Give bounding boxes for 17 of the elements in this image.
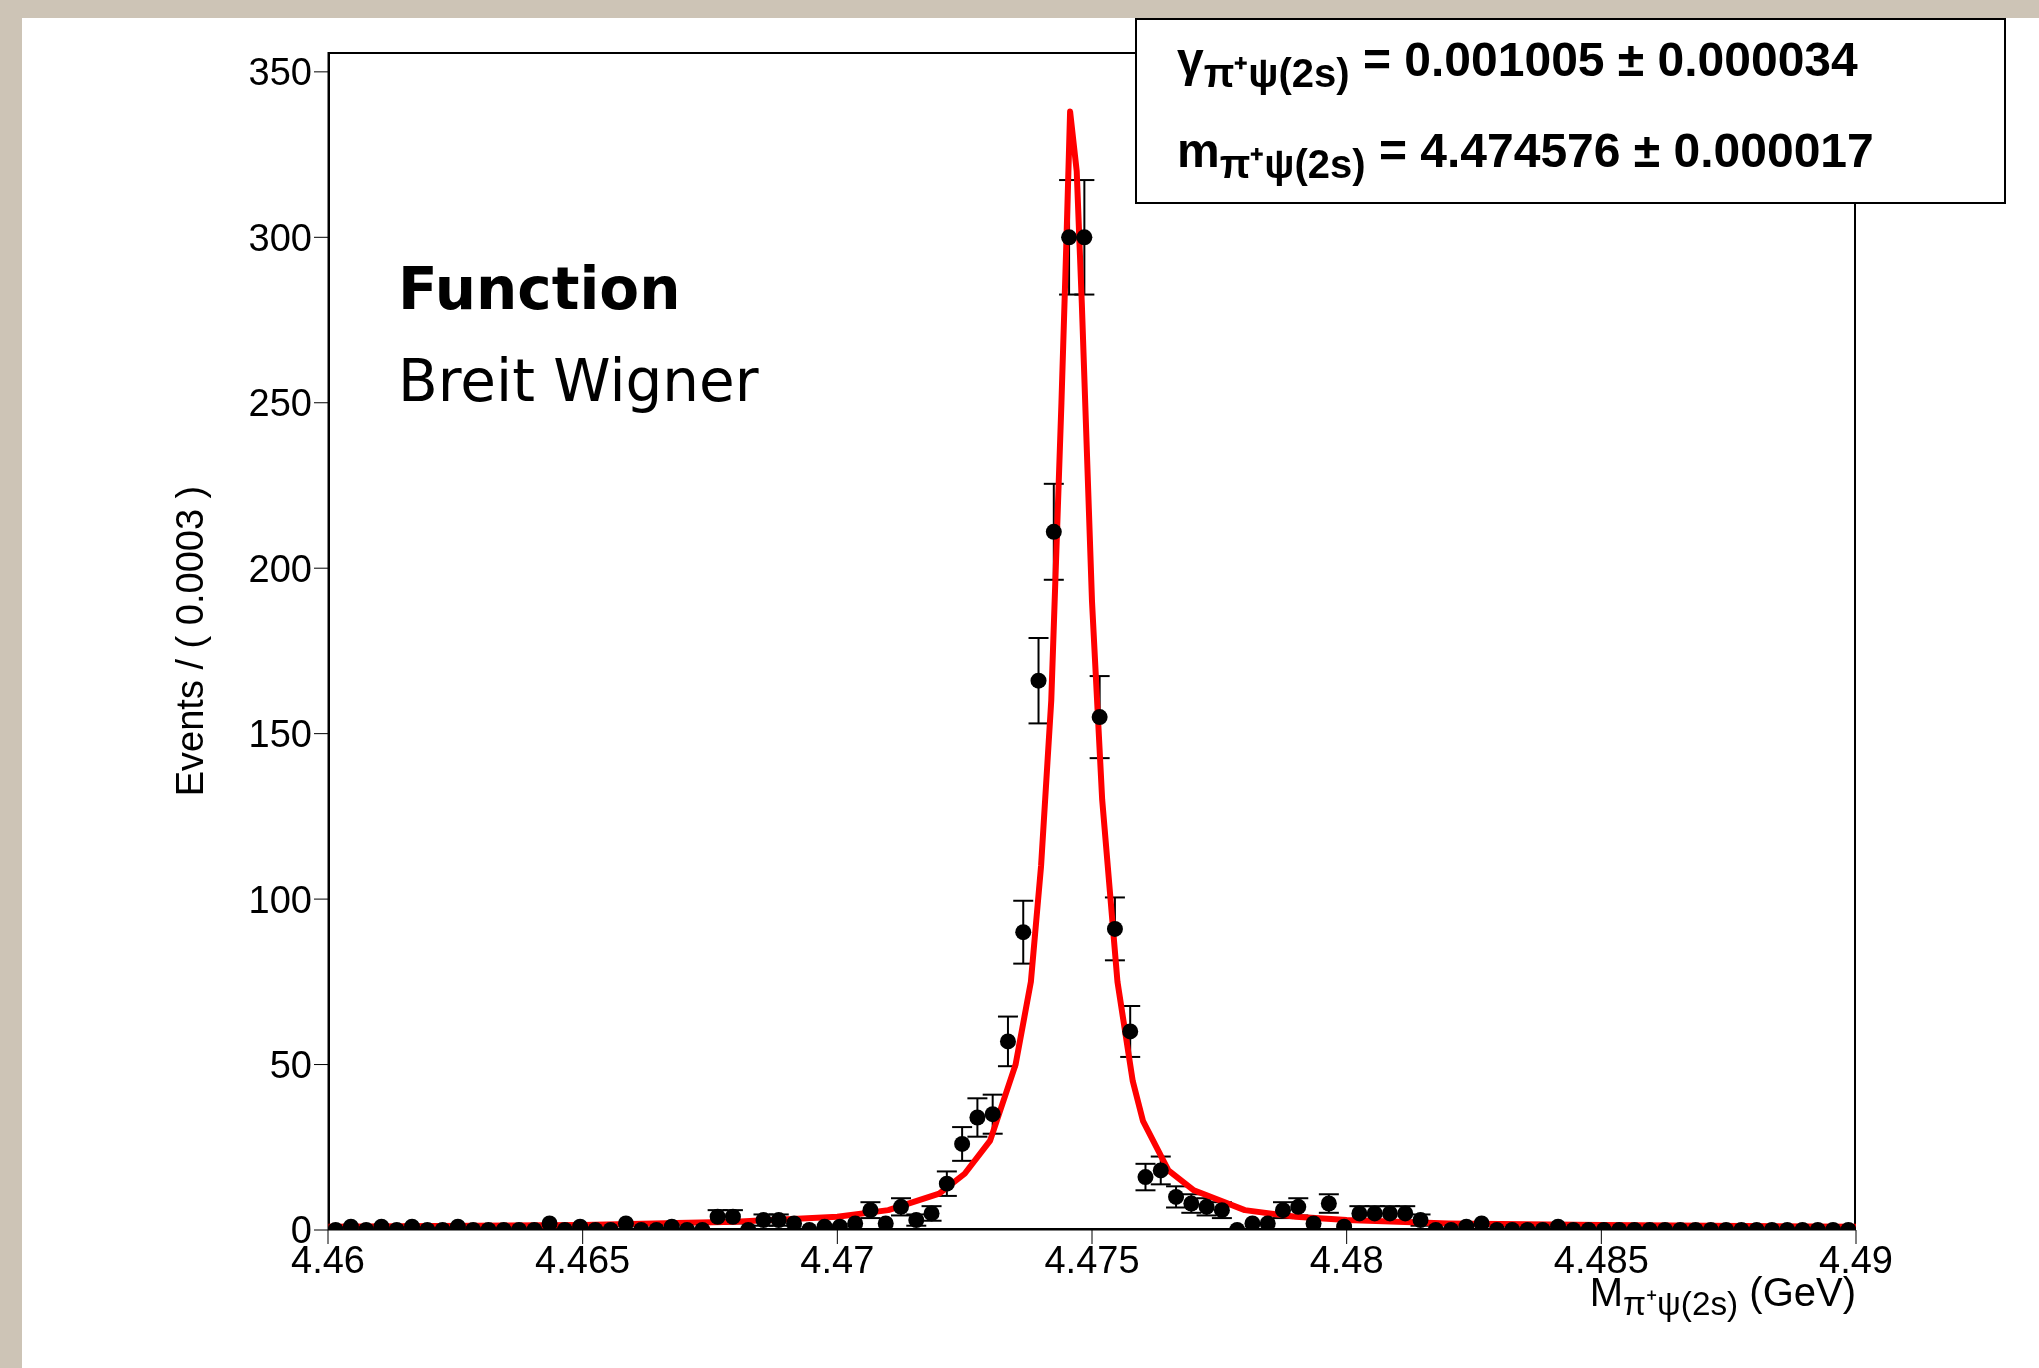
x-tick-label: 4.47 [800, 1238, 875, 1281]
stats-box: γ$_{π⁺ψ(2s)}$ = 0.001005 ± 0.000034 m$_{π⁺ψ(2s)}$ = 4.474576 ± 0.000017 [1135, 18, 2006, 204]
x-tick-label: 4.465 [535, 1238, 631, 1281]
annotation: Breit Wigner [398, 347, 759, 415]
y-tick-label: 200 [248, 547, 312, 590]
y-tick-label: 100 [248, 878, 312, 921]
y-tick-label: 50 [269, 1044, 312, 1087]
y-tick-label: 150 [248, 713, 312, 756]
x-tick-label: 4.48 [1309, 1238, 1384, 1281]
y-axis-title: Events / ( 0.0003 ) [167, 485, 212, 797]
annotation: γ$_{π⁺ψ(2s)}$ = 0.001005 ± 0.000034 [1177, 32, 1859, 97]
y-tick-label: 250 [248, 382, 312, 425]
annotation: m$_{π⁺ψ(2s)}$ = 4.474576 ± 0.000017 [1177, 123, 1875, 188]
x-tick-label: 4.475 [1044, 1238, 1140, 1281]
y-tick-label: 350 [248, 51, 312, 94]
y-tick-label: 300 [248, 216, 312, 259]
annotation: Function [398, 255, 681, 323]
